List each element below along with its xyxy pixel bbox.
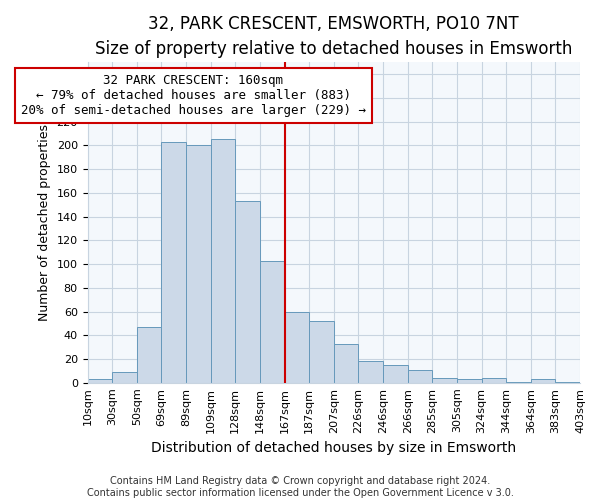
Bar bbox=[407, 370, 432, 383]
Bar bbox=[309, 321, 334, 383]
Bar bbox=[137, 327, 161, 383]
Bar bbox=[506, 382, 531, 383]
Bar bbox=[88, 379, 112, 383]
Bar bbox=[482, 378, 506, 383]
Bar bbox=[358, 362, 383, 383]
Bar bbox=[211, 140, 235, 383]
Bar bbox=[161, 142, 186, 383]
Text: 32 PARK CRESCENT: 160sqm
← 79% of detached houses are smaller (883)
20% of semi-: 32 PARK CRESCENT: 160sqm ← 79% of detach… bbox=[21, 74, 366, 117]
X-axis label: Distribution of detached houses by size in Emsworth: Distribution of detached houses by size … bbox=[151, 441, 517, 455]
Bar bbox=[112, 372, 137, 383]
Bar bbox=[260, 260, 284, 383]
Bar bbox=[284, 312, 309, 383]
Bar bbox=[383, 365, 407, 383]
Bar bbox=[235, 201, 260, 383]
Bar bbox=[457, 379, 482, 383]
Bar bbox=[531, 379, 556, 383]
Bar bbox=[334, 344, 358, 383]
Title: 32, PARK CRESCENT, EMSWORTH, PO10 7NT
Size of property relative to detached hous: 32, PARK CRESCENT, EMSWORTH, PO10 7NT Si… bbox=[95, 15, 572, 58]
Bar bbox=[432, 378, 457, 383]
Text: Contains HM Land Registry data © Crown copyright and database right 2024.
Contai: Contains HM Land Registry data © Crown c… bbox=[86, 476, 514, 498]
Bar bbox=[186, 146, 211, 383]
Bar bbox=[556, 382, 580, 383]
Y-axis label: Number of detached properties: Number of detached properties bbox=[38, 124, 51, 321]
